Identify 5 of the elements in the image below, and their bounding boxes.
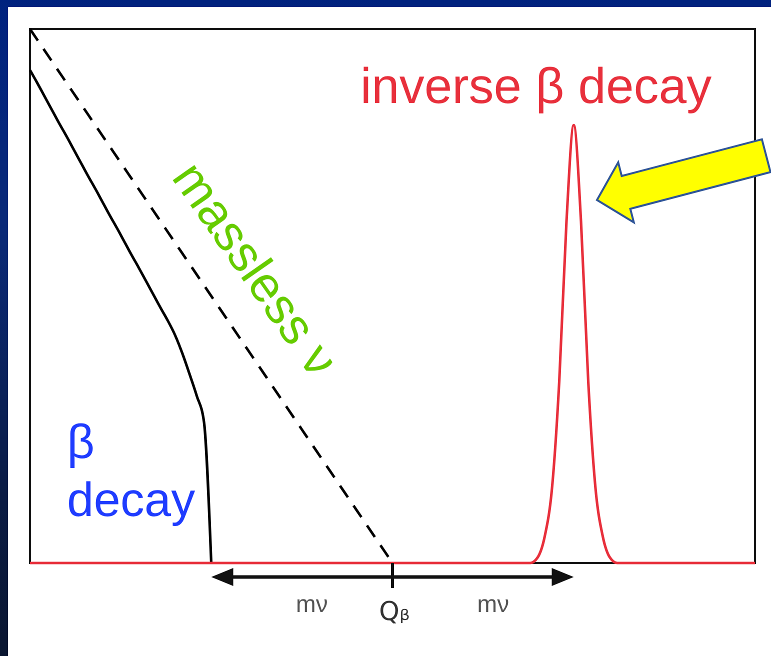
text: Qᵦ [379, 597, 410, 627]
series-label: inverse β decay [360, 58, 712, 114]
text: mν [296, 591, 328, 618]
series-label: β decay [67, 416, 196, 527]
text: mν [477, 591, 510, 618]
